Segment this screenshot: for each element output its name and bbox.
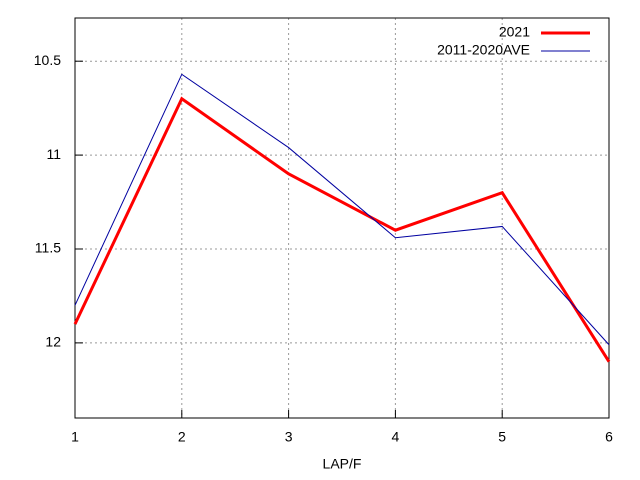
series-line: [73, 96, 611, 363]
x-tick-label: 5: [498, 429, 506, 445]
legend-label: 2021: [499, 24, 530, 40]
legend-label: 2011-2020AVE: [437, 42, 530, 58]
x-tick-label: 3: [285, 429, 293, 445]
plot-border: [74, 17, 610, 419]
y-tick-label: 11.5: [35, 240, 61, 256]
x-tick-label: 2: [178, 429, 186, 445]
y-tick-label: 12: [45, 334, 61, 350]
series-line: [74, 73, 610, 346]
x-tick-label: 6: [605, 429, 613, 445]
y-tick-label: 11: [46, 146, 61, 162]
x-axis-label: LAP/F: [323, 456, 362, 472]
x-tick-label: 1: [71, 429, 79, 445]
y-tick-label: 10.5: [34, 52, 61, 68]
x-tick-label: 4: [392, 429, 400, 445]
